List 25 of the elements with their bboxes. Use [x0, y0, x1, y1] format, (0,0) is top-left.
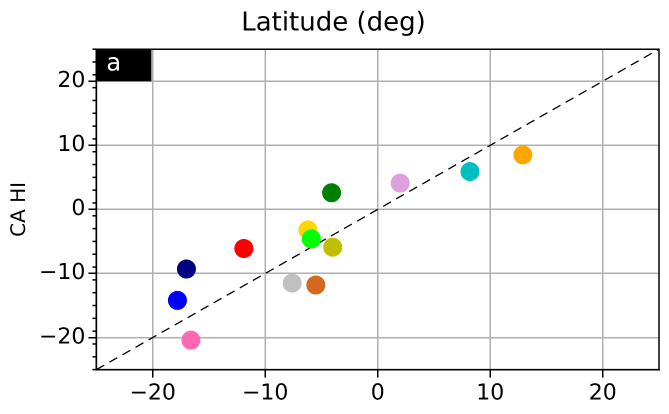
x-tick-label: −10 [242, 380, 288, 406]
x-tick-label: 10 [476, 380, 504, 406]
point [323, 238, 342, 257]
y-tick-label: 0 [71, 196, 86, 222]
point [282, 274, 302, 293]
y-tick-label: −20 [38, 324, 86, 350]
point [513, 145, 532, 164]
point [181, 330, 200, 350]
point [234, 238, 254, 258]
point [306, 276, 326, 295]
y-tick-label: −10 [38, 260, 86, 286]
chart-title: Latitude (deg) [241, 7, 426, 38]
point [176, 259, 196, 278]
point [168, 290, 187, 310]
annotation: a [106, 48, 122, 76]
point [302, 229, 321, 248]
point [390, 174, 410, 193]
y-tick-label: 20 [57, 68, 86, 93]
x-tick-label: −20 [129, 380, 176, 406]
y-axis-title: CA HI [6, 182, 30, 237]
x-tick-label: 0 [370, 380, 385, 406]
x-tick-label: 20 [588, 380, 617, 406]
point [460, 162, 480, 182]
y-tick-label: 10 [57, 132, 86, 158]
point [322, 183, 342, 202]
